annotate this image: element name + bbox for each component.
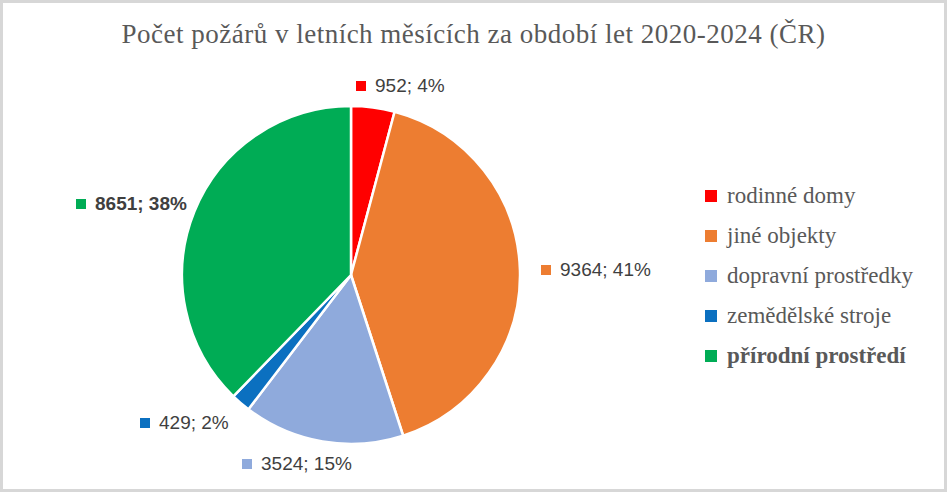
dark-blue-square-icon [140, 418, 150, 428]
data-label-text: 3524; 15% [261, 453, 352, 475]
legend-label: přírodní prostředí [727, 343, 906, 369]
legend-item-zemedelske-stroje: zemědělské stroje [705, 303, 913, 328]
red-square-icon [356, 81, 366, 91]
green-square-icon [76, 199, 86, 209]
legend-item-dopravni-prostredky: dopravní prostředky [705, 263, 913, 288]
data-label-dopravni-prostredky: 3524; 15% [242, 454, 352, 474]
legend-item-jine-objekty: jiné objekty [705, 223, 913, 248]
legend-item-prirodni-prostredi: přírodní prostředí [705, 343, 913, 368]
light-blue-square-icon [705, 270, 717, 282]
orange-square-icon [705, 230, 717, 242]
data-label-jine-objekty: 9364; 41% [541, 260, 651, 280]
legend-item-rodinne-domy: rodinné domy [705, 183, 913, 208]
legend-label: dopravní prostředky [727, 263, 913, 289]
data-label-text: 8651; 38% [95, 193, 187, 215]
legend-label: jiné objekty [727, 223, 836, 249]
data-label-text: 429; 2% [159, 412, 229, 434]
light-blue-square-icon [242, 459, 252, 469]
data-label-zemedelske-stroje: 429; 2% [140, 413, 229, 433]
red-square-icon [705, 190, 717, 202]
data-label-text: 9364; 41% [560, 259, 651, 281]
legend-label: zemědělské stroje [727, 303, 891, 329]
legend-label: rodinné domy [727, 183, 855, 209]
orange-square-icon [541, 265, 551, 275]
green-square-icon [705, 350, 717, 362]
legend: rodinné domy jiné objekty dopravní prost… [705, 183, 913, 368]
chart-area: Počet požárů v letních měsících za obdob… [0, 0, 947, 492]
dark-blue-square-icon [705, 310, 717, 322]
data-label-text: 952; 4% [375, 75, 445, 97]
data-label-rodinne-domy: 952; 4% [356, 76, 445, 96]
data-label-prirodni-prostredi: 8651; 38% [76, 194, 187, 214]
